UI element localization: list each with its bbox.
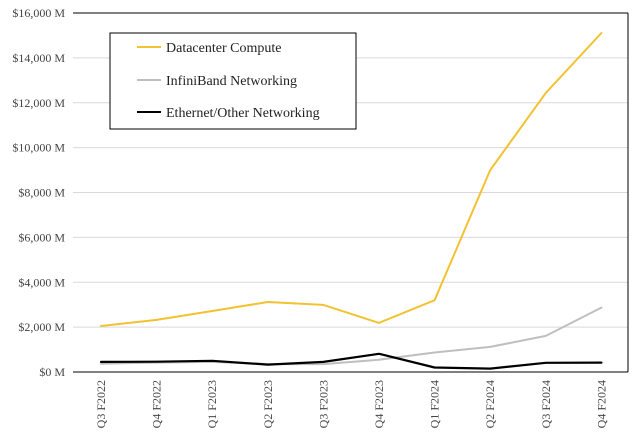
legend-label-1: Datacenter Compute <box>166 41 281 56</box>
y-tick-label: $14,000 M <box>12 51 65 65</box>
x-tick-label: Q1 F2023 <box>205 380 219 428</box>
x-tick-label: Q2 F2024 <box>483 380 497 428</box>
legend-label-3: Ethernet/Other Networking <box>166 106 320 121</box>
y-tick-label: $16,000 M <box>12 6 65 20</box>
legend-label-2: InfiniBand Networking <box>166 74 297 89</box>
x-tick-labels: Q3 F2022 Q4 F2022 Q1 F2023 Q2 F2023 Q3 F2023… <box>94 380 608 428</box>
x-tick-label: Q4 F2024 <box>594 380 608 428</box>
series-lines <box>99 32 603 370</box>
x-tick-label: Q3 F2022 <box>94 380 108 428</box>
series-line-1 <box>100 32 603 327</box>
x-tick-label: Q2 F2023 <box>261 380 275 428</box>
x-tick-label: Q3 F2024 <box>539 380 553 428</box>
y-tick-label: $2,000 M <box>18 320 65 334</box>
y-tick-labels: $0 M $2,000 M $4,000 M $6,000 M $8,000 M $10,… <box>12 6 65 379</box>
y-tick-label: $0 M <box>39 365 65 379</box>
x-tick-label: Q1 F2024 <box>428 380 442 428</box>
legend: Datacenter Compute InfiniBand Networking E… <box>109 32 357 130</box>
axes <box>73 12 629 373</box>
x-tick-label: Q3 F2023 <box>316 380 330 428</box>
y-tick-label: $12,000 M <box>12 96 65 110</box>
series-line-3 <box>99 352 603 370</box>
x-tick-label: Q4 F2023 <box>372 380 386 428</box>
y-tick-label: $6,000 M <box>18 230 65 244</box>
y-tick-label: $10,000 M <box>12 141 65 155</box>
y-tick-label: $8,000 M <box>18 186 65 200</box>
x-tick-label: Q4 F2022 <box>150 380 164 428</box>
y-tick-label: $4,000 M <box>18 275 65 289</box>
